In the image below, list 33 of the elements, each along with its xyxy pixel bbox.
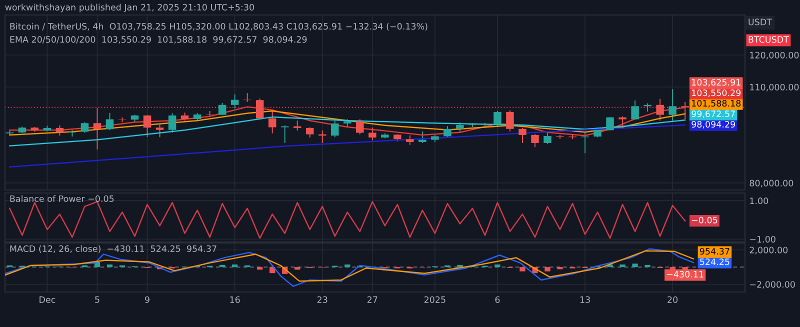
- x-tick-label: 23: [317, 296, 328, 303]
- text: EMA 20/50/100/200 103,550.29 101,588.18 99,672.57 98,094.29: [10, 36, 307, 44]
- data-label: 103,550.29: [692, 89, 741, 98]
- y-tick-label: −2,000.00: [750, 281, 795, 289]
- y-tick-label: 2,000.00: [750, 246, 788, 254]
- text: 103,625.91: [692, 78, 740, 87]
- x-tick-label: 9: [145, 296, 150, 303]
- data-label: 101,588.18: [692, 100, 741, 108]
- text: USDT: [748, 18, 772, 26]
- chart-title: MACD (12, 26, close) −430.11 524.25 954.37: [10, 245, 216, 254]
- y-tick-label: 110,000.00: [750, 84, 799, 92]
- data-label: 99,672.57: [692, 110, 735, 118]
- data-label: 954.37: [700, 248, 730, 255]
- x-tick-label: 6: [495, 296, 500, 303]
- x-tick-label: 2025: [424, 296, 446, 303]
- text: workwithshayan published Jan 21, 2025 21:10 UTC+5:30: [5, 4, 254, 12]
- x-tick-label: 27: [367, 296, 378, 303]
- text: BTCUSDT: [748, 36, 789, 43]
- data-label: −430.11: [667, 270, 704, 278]
- y-tick-label: 120,000.00: [750, 52, 799, 60]
- chart-title: Balance of Power −0.05: [10, 195, 114, 202]
- data-label: −0.05: [692, 216, 718, 224]
- x-tick-label: Dec: [40, 296, 56, 303]
- x-tick-label: 16: [230, 296, 240, 303]
- x-tick-label: 13: [580, 296, 590, 303]
- y-tick-label: 80,000.00: [750, 180, 794, 188]
- data-label: 98,094.29: [692, 120, 735, 129]
- x-tick-label: 20: [668, 296, 678, 303]
- y-tick-label: 1.00: [750, 198, 768, 204]
- x-tick-label: 5: [95, 296, 100, 303]
- y-tick-label: −1.00: [750, 236, 776, 243]
- text: Bitcoin / TetherUS, 4h O103,758.25 H105,320.00 L102,803.43 C103,625.91 −132.34 (−0.13%): [10, 22, 428, 31]
- data-label: 524.25: [700, 258, 730, 266]
